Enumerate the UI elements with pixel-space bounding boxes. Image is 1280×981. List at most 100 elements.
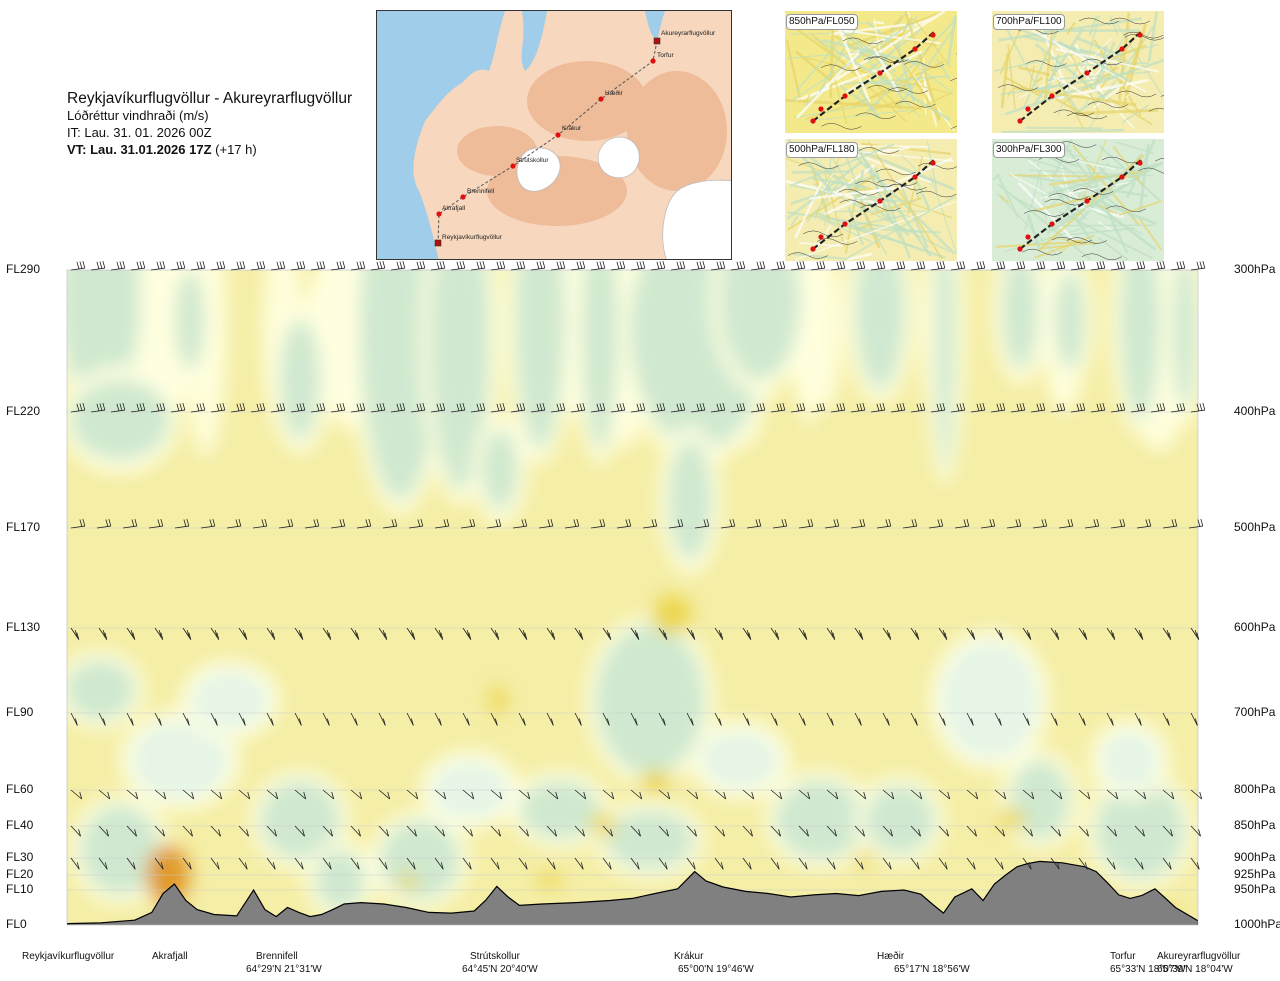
wind-barb [966,712,974,726]
wind-barb [630,857,640,870]
wind-barb [1150,260,1166,271]
wind-barb [1106,627,1116,640]
wind-barb [70,627,80,640]
coastline [1081,253,1122,260]
wind-barb [70,825,81,837]
wind-barb [510,402,526,413]
wind-barb [434,627,444,640]
wind-barb [410,260,426,271]
updraft-region [280,320,320,440]
wind-barb [290,402,306,413]
thumbnail-500hpa[interactable]: 500hPa/FL180 [785,139,957,261]
wind-barb [890,260,906,271]
wind-barb [430,402,446,413]
waypoint-marker [877,70,883,76]
wind-barb [590,518,606,529]
wind-streak [898,36,937,94]
wind-streak [1122,23,1147,108]
thumbnail-850hpa[interactable]: 850hPa/FL050 [785,11,957,133]
wind-streak [794,181,823,239]
wind-streak [994,51,1083,72]
wind-barb [490,260,506,271]
waypoint-label: Hæðir [605,89,624,97]
wind-streak [813,210,946,259]
wind-barb [1190,857,1200,870]
wind-streak [789,22,913,102]
wind-streak [1098,237,1129,261]
wind-barb [994,825,1005,837]
location-coords: 64°29'N 21°31'W [246,964,322,975]
wind-streak [996,173,1020,219]
wind-barb [590,402,606,413]
waypoint-marker [818,234,824,240]
coastline [1026,60,1067,67]
wind-barb [798,825,809,837]
wind-streak [1055,48,1159,73]
wind-barb [1050,825,1061,837]
wind-barb [602,712,610,726]
wind-barb [854,857,864,870]
wind-barb [462,712,470,726]
coastline [950,125,957,129]
wind-streak [1000,52,1010,108]
wind-barb [98,627,108,640]
wind-barb [686,627,696,640]
wind-barb [350,825,361,837]
waypoint-marker [877,198,883,204]
wind-barb [742,825,753,837]
wind-barb [1078,627,1088,640]
wind-barb [154,627,164,640]
wind-barb [670,402,686,413]
wind-barb [742,789,755,800]
wind-barb [798,857,808,870]
wind-barb [610,260,626,271]
wind-barb [1136,518,1152,529]
wind-streak [1093,50,1119,77]
wind-streak [825,11,946,88]
wind-barb [406,712,414,726]
wind-barb [994,789,1007,800]
wind-barb [830,260,846,271]
wind-streak [1138,217,1163,251]
wind-barb [1010,402,1026,413]
wind-barb [382,518,398,529]
wind-barb [1070,402,1086,413]
wind-barb [238,712,246,726]
thumbnail-700hpa[interactable]: 700hPa/FL100 [992,11,1164,133]
wind-barb [730,402,746,413]
thumbnail-300hpa[interactable]: 300hPa/FL300 [992,139,1164,261]
waypoint-marker [842,93,848,99]
wind-barb [970,402,986,413]
pressure-level-label: 800hPa [1234,782,1276,796]
wind-streak [1069,227,1136,236]
wind-barb [1050,260,1066,271]
wind-barb [694,518,710,529]
wind-barb [1084,518,1100,529]
route-map[interactable]: Akureyrarflugvöllur Torfur Hæðir Krákur Strú… [376,10,732,260]
wind-barb [668,518,684,529]
vertical-velocity-field [67,270,1198,925]
waypoint-marker [1049,93,1055,99]
thumbnail-300hpa-canvas [992,139,1164,261]
wind-streak [1026,214,1041,250]
coastline [917,162,957,170]
wind-streak [1029,169,1154,177]
wind-streak [1147,11,1159,62]
wind-streak [1017,181,1076,242]
glaciers [516,136,731,259]
wind-barb [930,260,946,271]
wind-streak [1081,14,1101,83]
wind-barb [370,402,386,413]
fjord [521,11,547,71]
wind-barb [486,518,502,529]
updraft-region [668,440,712,560]
wind-streak [999,75,1116,96]
wind-barb [966,789,979,800]
wind-barb [1110,260,1126,271]
wind-streak [855,147,932,257]
wind-barb [490,402,506,413]
wind-barb [350,857,360,870]
wind-barb [98,789,111,800]
coastline [821,123,862,130]
wind-barb [410,402,426,413]
